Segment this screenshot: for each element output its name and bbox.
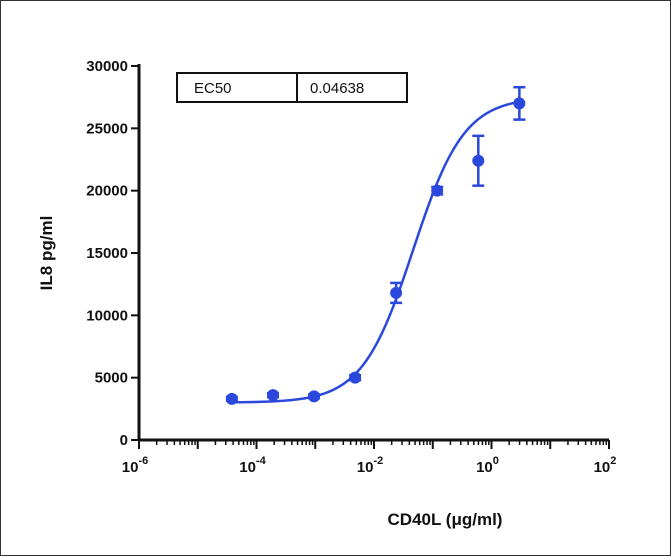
- data-point: [431, 184, 444, 197]
- data-point: [390, 286, 403, 299]
- data-point: [308, 390, 321, 403]
- y-tick-label: 10000: [86, 307, 128, 324]
- axes: [137, 64, 609, 442]
- ec50-table: EC50 0.04638: [176, 72, 408, 103]
- y-axis-ticks: 0 5000 10000 15000 20000 25000 30000: [86, 58, 139, 449]
- x-tick-label: 102: [594, 455, 617, 476]
- ec50-label: EC50: [194, 80, 232, 97]
- data-point: [513, 97, 526, 110]
- x-tick-label: 10-6: [122, 455, 148, 476]
- ec50-label-cell: [176, 72, 298, 103]
- data-point: [472, 154, 485, 167]
- ec50-value-cell: [296, 72, 408, 103]
- data-points: [225, 85, 526, 405]
- y-axis-title: IL8 pg/ml: [37, 216, 56, 291]
- y-tick-label: 0: [120, 432, 128, 449]
- data-point: [225, 392, 238, 405]
- y-tick-label: 5000: [95, 370, 128, 387]
- y-tick-label: 25000: [86, 120, 128, 137]
- y-tick-label: 30000: [86, 58, 128, 75]
- data-point: [267, 389, 280, 402]
- x-axis-title: CD40L (μg/ml): [388, 510, 503, 529]
- y-tick-label: 15000: [86, 245, 128, 262]
- x-axis-ticks: 10-6 10-4 10-2 100 102: [122, 440, 617, 476]
- data-point: [349, 371, 362, 384]
- x-tick-label: 10-4: [239, 455, 266, 476]
- x-tick-label: 100: [476, 455, 499, 476]
- y-tick-label: 20000: [86, 183, 128, 200]
- ec50-value: 0.04638: [310, 80, 364, 97]
- x-tick-label: 10-2: [357, 455, 383, 476]
- fit-curve: [231, 100, 520, 404]
